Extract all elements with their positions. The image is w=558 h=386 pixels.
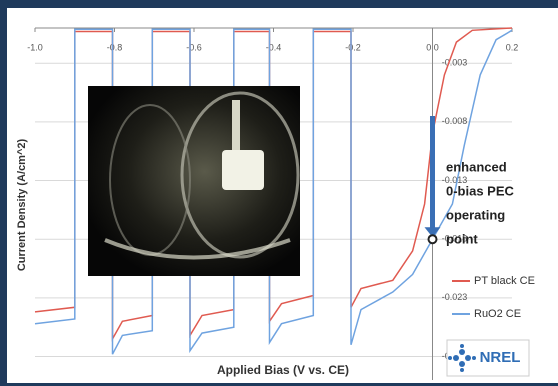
x-axis-label: Applied Bias (V vs. CE) [217, 363, 349, 377]
top-bar [0, 0, 558, 8]
logo-text: NREL [480, 349, 521, 366]
y-axis-label: Current Density (A/cm^2) [16, 138, 28, 271]
x-tick-label: -0.4 [266, 42, 282, 52]
y-tick-label: -0.003 [442, 58, 468, 68]
legend-label: PT black CE [474, 275, 535, 287]
y-tick-label: -0.023 [442, 292, 468, 302]
annotation-text: point [446, 231, 478, 246]
x-tick-label: -1.0 [27, 42, 43, 52]
x-tick-label: 0.2 [506, 42, 519, 52]
photo [88, 86, 300, 276]
x-tick-label: -0.2 [345, 42, 361, 52]
logo: NREL [447, 340, 529, 376]
legend-label: RuO2 CE [474, 308, 521, 320]
x-tick-label: -0.8 [107, 42, 123, 52]
left-bar [0, 0, 7, 386]
annotation-text: enhanced [446, 159, 507, 174]
x-tick-label: -0.6 [186, 42, 202, 52]
chart: -0.003-0.008-0.013-0.018-0.023-0.028-1.0… [0, 0, 558, 386]
annotation-text: 0-bias PEC [446, 183, 515, 198]
y-tick-label: -0.008 [442, 116, 468, 126]
annotation-text: operating [446, 207, 505, 222]
operating-point [429, 235, 437, 243]
